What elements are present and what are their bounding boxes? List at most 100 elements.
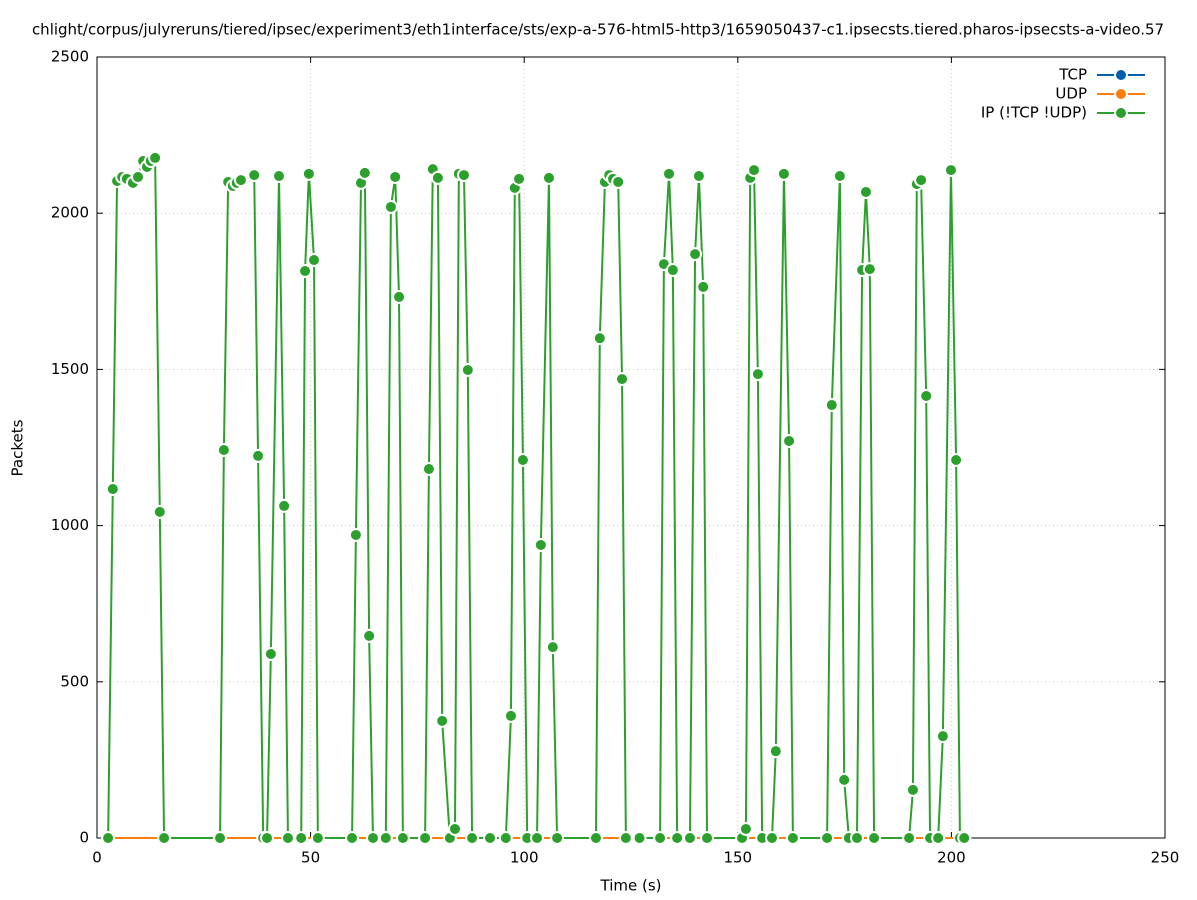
x-tick-label: 250 bbox=[1151, 849, 1180, 867]
data-point bbox=[550, 831, 565, 845]
data-point bbox=[541, 170, 556, 185]
x-axis-label: Time (s) bbox=[600, 877, 662, 895]
data-point bbox=[301, 166, 316, 181]
data-point bbox=[935, 729, 950, 744]
data-point bbox=[512, 171, 527, 186]
data-point bbox=[247, 168, 262, 183]
data-point bbox=[862, 262, 877, 277]
data-point bbox=[271, 169, 286, 184]
data-point bbox=[515, 452, 530, 467]
data-point bbox=[530, 831, 545, 845]
data-point bbox=[919, 388, 934, 403]
data-point bbox=[456, 168, 471, 183]
data-point bbox=[392, 289, 407, 304]
data-point bbox=[782, 433, 797, 448]
data-point bbox=[665, 263, 680, 278]
data-point bbox=[682, 831, 697, 845]
data-point bbox=[662, 166, 677, 181]
y-axis-label: Packets bbox=[9, 419, 27, 476]
data-point bbox=[696, 279, 711, 294]
data-point bbox=[824, 398, 839, 413]
data-point bbox=[345, 831, 360, 845]
data-point bbox=[914, 173, 929, 188]
data-point bbox=[785, 831, 800, 845]
data-point bbox=[592, 331, 607, 346]
data-point bbox=[632, 831, 647, 845]
data-point bbox=[430, 170, 445, 185]
y-tick-label: 0 bbox=[79, 829, 89, 847]
data-point bbox=[307, 253, 322, 268]
data-point bbox=[849, 831, 864, 845]
data-point bbox=[905, 782, 920, 797]
data-point bbox=[447, 821, 462, 836]
data-point bbox=[435, 713, 450, 728]
y-tick-label: 1000 bbox=[51, 516, 89, 534]
data-point bbox=[460, 363, 475, 378]
data-point bbox=[465, 831, 480, 845]
data-point bbox=[837, 772, 852, 787]
data-point bbox=[310, 831, 325, 845]
data-point bbox=[101, 831, 116, 845]
data-point bbox=[157, 831, 172, 845]
chart-title: chlight/corpus/julyreruns/tiered/ipsec/e… bbox=[32, 21, 1164, 39]
data-point bbox=[251, 448, 266, 463]
data-point bbox=[611, 174, 626, 189]
data-point bbox=[750, 367, 765, 382]
legend-marker bbox=[1114, 87, 1128, 101]
data-point bbox=[260, 831, 275, 845]
data-point bbox=[395, 831, 410, 845]
data-point bbox=[588, 831, 603, 845]
data-point bbox=[949, 452, 964, 467]
data-point bbox=[738, 821, 753, 836]
data-point bbox=[357, 165, 372, 180]
x-tick-label: 200 bbox=[937, 849, 966, 867]
x-tick-label: 150 bbox=[723, 849, 752, 867]
data-point bbox=[688, 247, 703, 262]
x-tick-label: 100 bbox=[510, 849, 539, 867]
data-point bbox=[670, 831, 685, 845]
data-point bbox=[105, 482, 120, 497]
data-point bbox=[131, 169, 146, 184]
data-point bbox=[931, 831, 946, 845]
data-point bbox=[653, 831, 668, 845]
data-point bbox=[957, 831, 972, 845]
data-point bbox=[148, 150, 163, 165]
data-point bbox=[294, 831, 309, 845]
data-point bbox=[545, 640, 560, 655]
data-point bbox=[700, 831, 715, 845]
data-point bbox=[216, 442, 231, 457]
data-point bbox=[764, 831, 779, 845]
x-tick-label: 0 bbox=[92, 849, 102, 867]
data-point bbox=[233, 173, 248, 188]
series-line bbox=[107, 155, 965, 842]
x-tick-label: 50 bbox=[301, 849, 320, 867]
data-point bbox=[483, 831, 498, 845]
legend-label: UDP bbox=[1055, 85, 1087, 103]
data-point bbox=[378, 831, 393, 845]
data-point bbox=[902, 831, 917, 845]
data-point bbox=[152, 504, 167, 519]
data-point bbox=[277, 498, 292, 513]
data-point bbox=[776, 166, 791, 181]
data-point bbox=[533, 537, 548, 552]
data-point bbox=[615, 372, 630, 387]
data-point bbox=[298, 263, 313, 278]
data-point bbox=[943, 163, 958, 178]
data-point bbox=[747, 163, 762, 178]
data-point bbox=[280, 831, 295, 845]
data-point bbox=[867, 831, 882, 845]
data-point bbox=[498, 831, 513, 845]
legend-marker bbox=[1114, 106, 1128, 120]
y-tick-label: 2500 bbox=[51, 48, 89, 66]
y-tick-label: 500 bbox=[60, 672, 89, 690]
data-point bbox=[832, 169, 847, 184]
y-tick-label: 1500 bbox=[51, 360, 89, 378]
y-tick-label: 2000 bbox=[51, 204, 89, 222]
data-point bbox=[858, 184, 873, 199]
legend-marker bbox=[1114, 68, 1128, 82]
data-point bbox=[388, 169, 403, 184]
data-point bbox=[362, 628, 377, 643]
data-point bbox=[691, 169, 706, 184]
legend-label: IP (!TCP !UDP) bbox=[981, 104, 1087, 122]
